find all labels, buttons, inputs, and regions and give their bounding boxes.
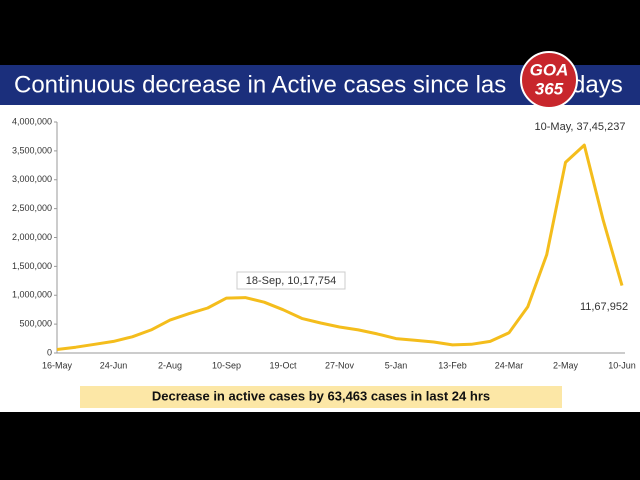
y-tick-label: 3,000,000 [12,174,52,184]
logo-text: 365 [535,79,564,98]
logo [520,51,578,109]
x-tick-label: 24-Mar [495,360,524,370]
x-tick-label: 5-Jan [385,360,408,370]
annotation-box [236,271,346,290]
footer-text: Decrease in active cases by 63,463 cases… [152,388,490,403]
y-tick-label: 500,000 [19,319,52,329]
chart-title-end: days [572,71,623,98]
y-tick-label: 2,000,000 [12,232,52,242]
y-tick-label: 1,000,000 [12,290,52,300]
x-tick-label: 13-Feb [438,360,467,370]
x-tick-label: 16-May [42,360,73,370]
x-tick-label: 10-Jun [608,360,636,370]
y-tick-label: 2,500,000 [12,203,52,213]
annotation: 18-Sep, 10,17,754 [246,275,337,287]
y-tick-label: 4,000,000 [12,116,52,126]
annotation: 11,67,952 [580,301,628,313]
annotation: 10-May, 37,45,237 [535,121,626,133]
x-tick-label: 2-Aug [158,360,182,370]
y-tick-label: 3,500,000 [12,145,52,155]
x-tick-label: 24-Jun [100,360,128,370]
footer-box [80,386,562,408]
y-tick-label: 1,500,000 [12,261,52,271]
x-tick-label: 2-May [553,360,579,370]
logo-text: GOA [530,60,569,79]
y-tick-label: 0 [47,347,52,357]
slide [0,105,640,412]
x-tick-label: 19-Oct [269,360,297,370]
chart-title: Continuous decrease in Active cases sinc… [14,71,506,98]
x-tick-label: 27-Nov [325,360,355,370]
x-tick-label: 10-Sep [212,360,241,370]
data-line [56,143,624,351]
